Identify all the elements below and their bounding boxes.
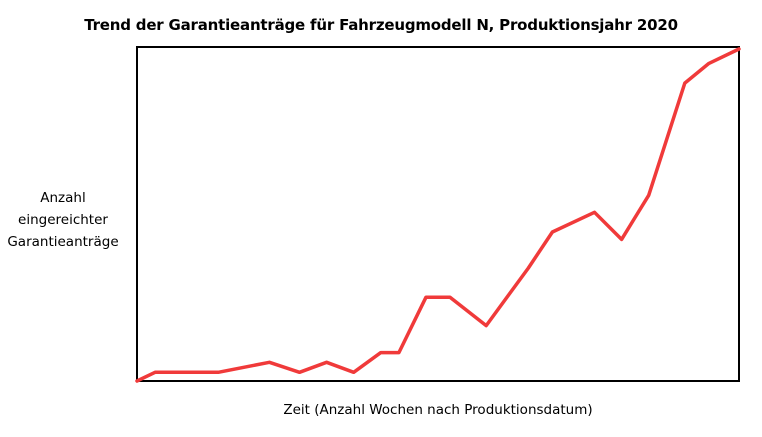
plot-frame (136, 46, 740, 382)
series-line-0 (135, 47, 741, 383)
x-axis-label: Zeit (Anzahl Wochen nach Produktionsdatu… (283, 402, 593, 418)
chart-title: Trend der Garantieanträge für Fahrzeugmo… (84, 16, 678, 34)
series-layer (135, 47, 741, 383)
y-axis-label: Anzahl eingereichter Garantieanträge (7, 190, 119, 250)
